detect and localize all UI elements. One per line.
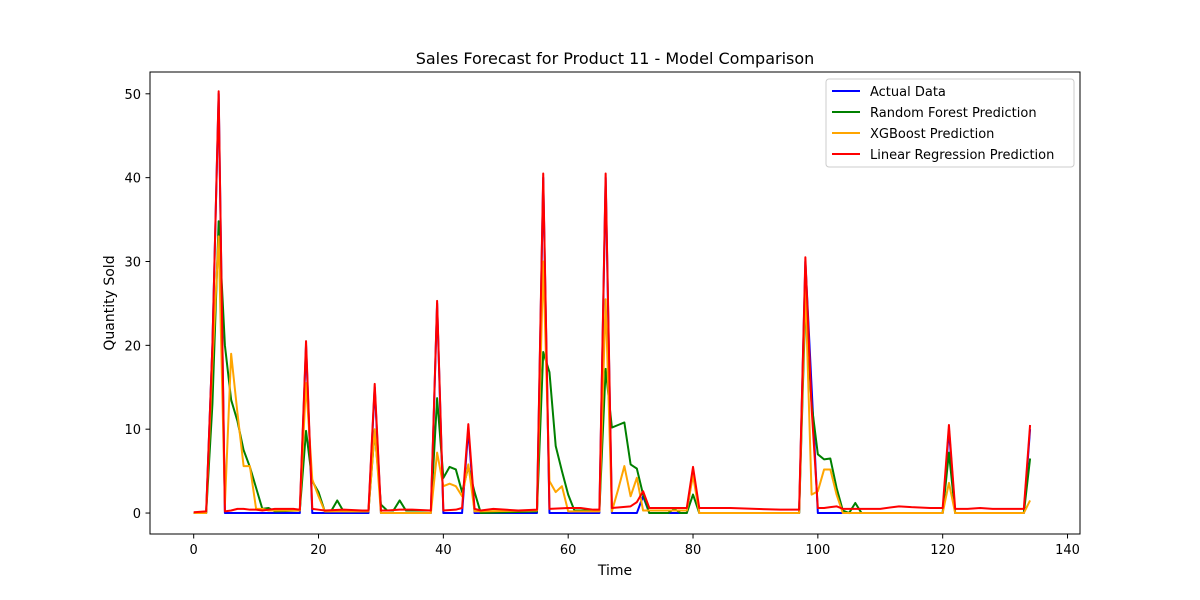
series-line-3 xyxy=(193,235,1031,515)
x-tick-label: 120 xyxy=(930,543,955,558)
x-tick-label: 0 xyxy=(190,543,198,558)
x-tick-label: 20 xyxy=(310,543,327,558)
y-tick-label: 40 xyxy=(124,172,141,187)
y-tick-label: 0 xyxy=(133,507,141,522)
x-tick-label: 80 xyxy=(685,543,702,558)
series-layer xyxy=(193,90,1032,515)
series-line-4 xyxy=(193,90,1032,514)
legend: Actual Data Random Forest Prediction XGBoo… xyxy=(825,78,1075,168)
chart-title: Sales Forecast for Product 11 - Model Co… xyxy=(416,49,815,68)
y-tick-label: 50 xyxy=(124,88,141,103)
legend-label-3: XGBoost Prediction xyxy=(870,127,994,142)
legend-frame xyxy=(825,78,1075,168)
legend-label-4: Linear Regression Prediction xyxy=(870,148,1054,163)
y-axis-label: Quantity Sold xyxy=(102,255,118,350)
plot-frame xyxy=(149,71,1081,535)
legend-label-1: Actual Data xyxy=(870,85,946,100)
y-tick-label: 10 xyxy=(124,423,141,438)
axes-layer: 0 20 40 60 80 100 120 140 0 10 20 30 40 50 xyxy=(124,88,1079,558)
x-tick-label: 140 xyxy=(1055,543,1080,558)
x-tick-label: 40 xyxy=(435,543,452,558)
legend-label-2: Random Forest Prediction xyxy=(870,106,1037,121)
x-tick-label: 60 xyxy=(560,543,577,558)
x-axis-label: Time xyxy=(597,563,632,579)
y-tick-label: 20 xyxy=(124,339,141,354)
y-tick-label: 30 xyxy=(124,255,141,270)
x-tick-label: 100 xyxy=(805,543,830,558)
